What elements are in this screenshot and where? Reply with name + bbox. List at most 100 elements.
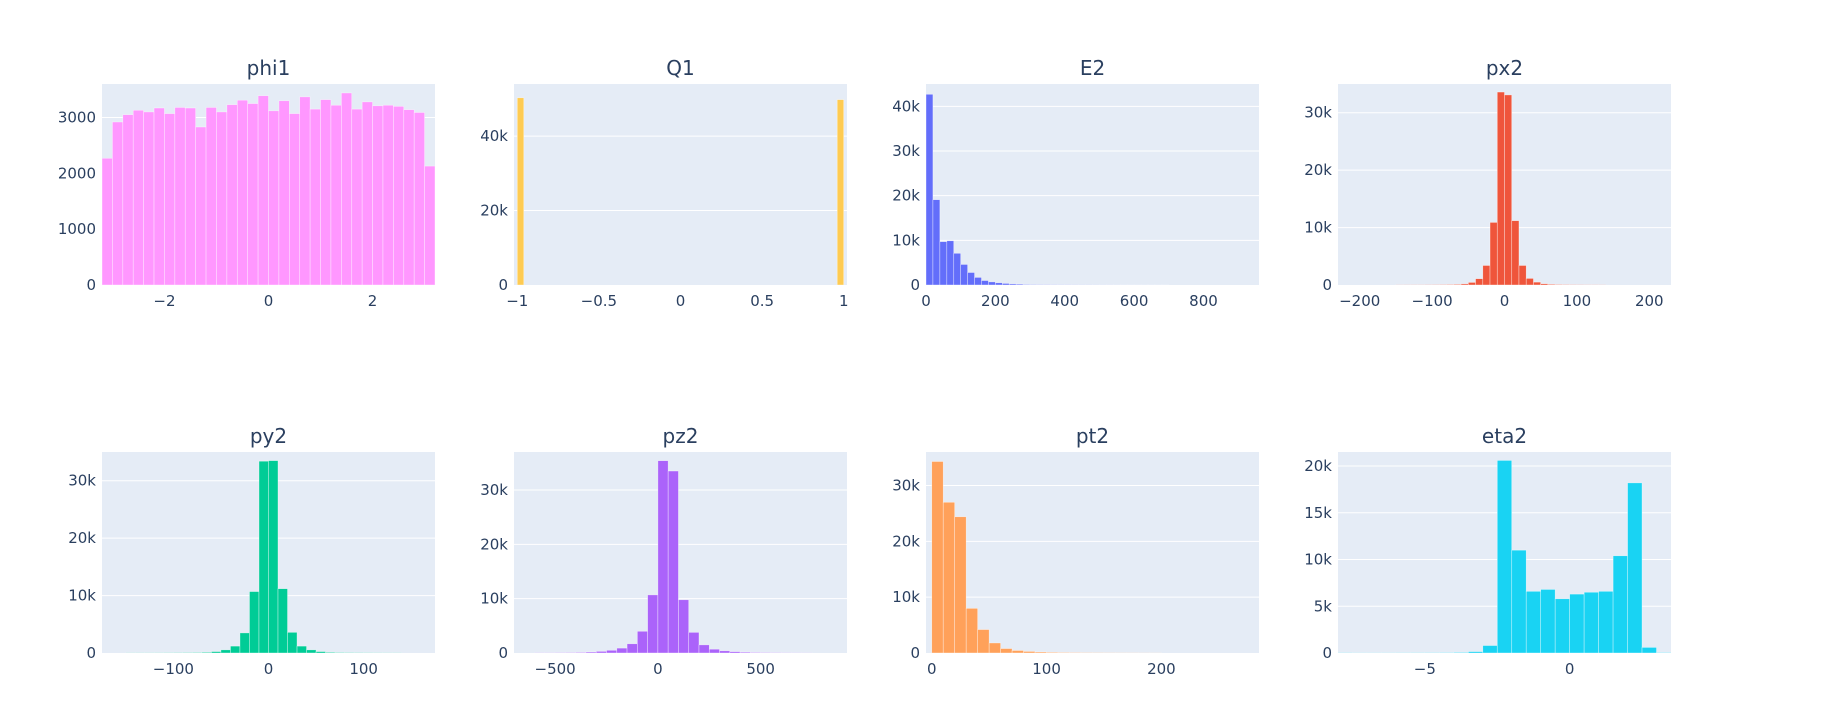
x-tick-label: 0 <box>927 660 937 678</box>
x-tick-label: 2 <box>368 292 378 310</box>
y-tick-label: 20k <box>68 529 96 547</box>
histogram-bar <box>836 99 845 286</box>
histogram-bar <box>1554 598 1570 654</box>
x-tick-label: 100 <box>1032 660 1061 678</box>
histogram-bar <box>153 107 165 286</box>
histogram-bar <box>1034 651 1047 654</box>
histogram-bar <box>1446 284 1455 286</box>
subplot-title: phi1 <box>247 56 291 80</box>
x-tick-label: −200 <box>1339 292 1380 310</box>
histogram-bar <box>626 643 638 654</box>
histogram-bar <box>1468 282 1476 286</box>
histogram-bar <box>1475 278 1484 286</box>
histogram-bar <box>1583 591 1599 654</box>
histogram-bar <box>320 99 332 286</box>
x-tick-label: 1 <box>839 292 849 310</box>
plot-area <box>514 84 847 285</box>
x-tick-label: 400 <box>1050 292 1079 310</box>
x-tick-label: 0 <box>1565 660 1575 678</box>
histogram-bar <box>1482 265 1491 286</box>
subplot-Q1: 0 20k 40k −1 −0.5 0 0.5 1 Q1 <box>480 56 848 310</box>
histogram-bar <box>1598 590 1614 654</box>
x-tick-label: −500 <box>535 660 576 678</box>
histogram-bar <box>220 649 231 654</box>
y-tick-label: 0 <box>910 644 920 662</box>
histogram-bar <box>1525 278 1534 286</box>
x-tick-label: 800 <box>1189 292 1218 310</box>
histogram-bar <box>965 608 978 654</box>
histogram-bar <box>211 651 222 654</box>
subplot-title: E2 <box>1080 56 1105 80</box>
histogram-bar <box>101 157 113 286</box>
subplot-pt2: 0 10k 20k 30k 0 100 200 pt2 <box>892 424 1259 678</box>
x-tick-label: 500 <box>746 660 775 678</box>
histogram-bar <box>330 104 342 286</box>
histogram-bar <box>1023 651 1036 654</box>
histogram-bar <box>277 588 288 654</box>
histogram-bar <box>216 111 228 286</box>
histogram-bar <box>932 199 941 286</box>
y-tick-label: 10k <box>1304 219 1332 237</box>
histogram-bar <box>1489 222 1498 286</box>
subplot-title: eta2 <box>1482 424 1527 448</box>
subplot-title: pz2 <box>663 424 699 448</box>
x-tick-label: 600 <box>1120 292 1149 310</box>
histogram-bar <box>988 642 1001 654</box>
histogram-bar <box>1569 593 1585 654</box>
y-tick-label: 20k <box>480 202 508 220</box>
bars <box>101 92 436 286</box>
histogram-bar <box>309 108 321 286</box>
histogram-bar <box>1460 283 1469 286</box>
histogram-bar <box>988 281 996 286</box>
histogram-bar <box>1511 220 1520 286</box>
histogram-bar <box>296 645 307 654</box>
x-tick-label: 0 <box>676 292 686 310</box>
histogram-bar <box>1612 555 1628 654</box>
x-tick-label: −2 <box>153 292 175 310</box>
x-tick-label: 0 <box>264 660 274 678</box>
y-tick-label: 0 <box>910 276 920 294</box>
y-tick-label: 40k <box>480 127 508 145</box>
histogram-bar <box>739 651 751 654</box>
y-tick-label: 0 <box>498 644 508 662</box>
histogram-bar <box>278 100 290 286</box>
histogram-bar <box>960 264 968 286</box>
histogram-bar <box>678 599 690 654</box>
y-tick-label: 10k <box>68 587 96 605</box>
y-tick-label: 20k <box>1304 457 1332 475</box>
y-tick-label: 0 <box>86 644 96 662</box>
y-tick-label: 0 <box>1322 644 1332 662</box>
subplot-py2: 0 10k 20k 30k −100 0 100 py2 <box>68 424 435 678</box>
y-tick-label: 40k <box>892 97 920 115</box>
histogram-bar <box>372 105 384 286</box>
histogram-bar <box>1002 283 1010 286</box>
histogram-bar <box>1533 281 1541 286</box>
histogram-bar <box>132 109 144 286</box>
histogram-bar <box>1000 648 1013 654</box>
bars <box>516 97 845 286</box>
histogram-bar <box>1511 549 1527 654</box>
histogram-bar <box>1540 283 1549 286</box>
y-tick-label: 20k <box>1304 161 1332 179</box>
x-tick-label: 100 <box>1563 292 1592 310</box>
histogram-bar <box>351 108 363 286</box>
x-tick-label: −1 <box>506 292 528 310</box>
histogram-bar <box>258 460 269 654</box>
histogram-bar <box>226 104 238 286</box>
y-tick-label: 2000 <box>58 164 96 182</box>
x-tick-label: 200 <box>1147 660 1176 678</box>
subplot-title: Q1 <box>666 56 694 80</box>
histogram-bar <box>977 629 990 654</box>
x-tick-label: 0.5 <box>750 292 774 310</box>
histogram-bar <box>247 103 259 286</box>
histogram-bar <box>647 594 659 654</box>
plot-area <box>926 84 1259 285</box>
histogram-bar <box>325 651 336 654</box>
histogram-bar <box>1011 650 1024 654</box>
histogram-bar <box>315 651 326 654</box>
y-tick-label: 30k <box>68 472 96 490</box>
histogram-bar <box>239 632 250 654</box>
x-tick-label: 0 <box>653 660 663 678</box>
x-tick-label: 100 <box>349 660 378 678</box>
